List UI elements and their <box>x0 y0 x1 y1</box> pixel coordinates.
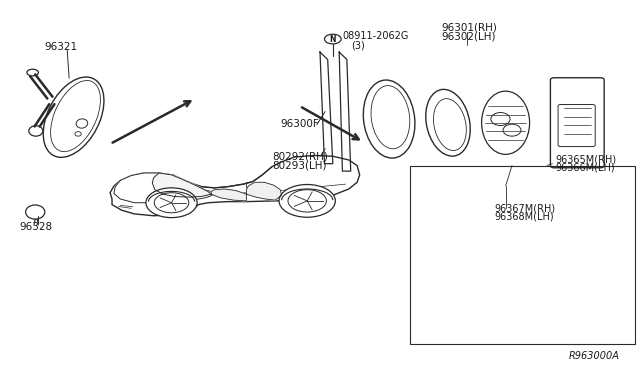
Text: 96300F: 96300F <box>280 119 319 128</box>
Text: (3): (3) <box>351 41 364 50</box>
Text: R963000A: R963000A <box>569 351 620 361</box>
Text: 96321: 96321 <box>45 42 78 51</box>
Text: 96302(LH): 96302(LH) <box>442 31 496 41</box>
Circle shape <box>279 185 335 217</box>
Text: 96366M(LH): 96366M(LH) <box>556 163 615 172</box>
Text: 96301(RH): 96301(RH) <box>442 23 497 33</box>
Text: N: N <box>330 35 336 44</box>
Text: 08911-2062G: 08911-2062G <box>342 31 409 41</box>
Text: 96328: 96328 <box>19 222 52 232</box>
Polygon shape <box>114 173 214 203</box>
Polygon shape <box>320 52 333 164</box>
Circle shape <box>146 188 197 218</box>
Text: 96367M(RH): 96367M(RH) <box>494 203 556 213</box>
Polygon shape <box>152 173 211 197</box>
Polygon shape <box>246 182 282 200</box>
Polygon shape <box>339 52 351 171</box>
Text: 96368M(LH): 96368M(LH) <box>494 212 554 221</box>
Text: 80293(LH): 80293(LH) <box>272 160 326 170</box>
PathPatch shape <box>110 155 360 216</box>
Text: 96365M(RH): 96365M(RH) <box>556 154 617 164</box>
Bar <box>410 166 635 344</box>
Text: 80292(RH): 80292(RH) <box>272 152 328 162</box>
Polygon shape <box>211 189 246 201</box>
